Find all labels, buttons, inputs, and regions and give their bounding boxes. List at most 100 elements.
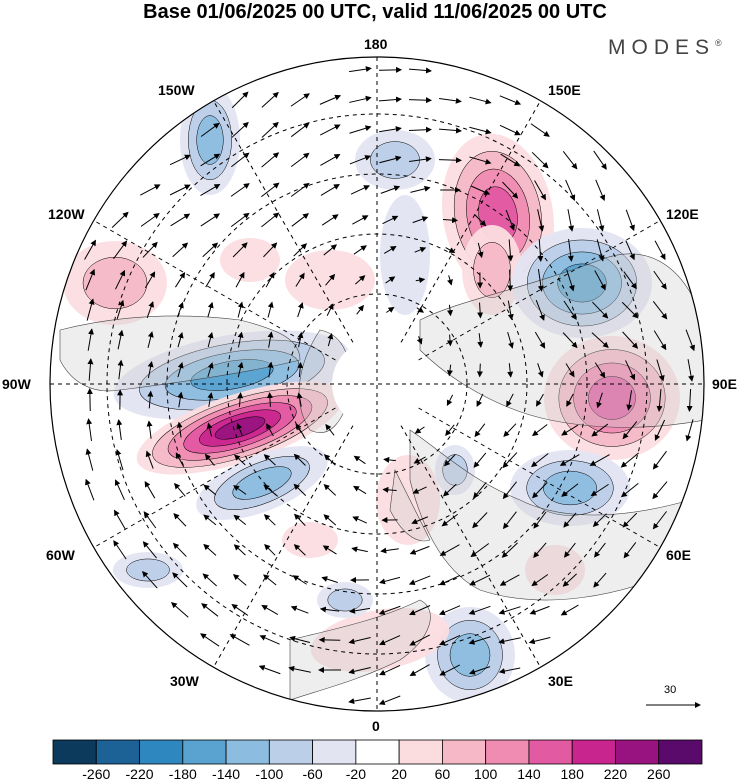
wind-vector xyxy=(295,423,305,437)
wind-vector xyxy=(117,329,124,350)
wind-vector xyxy=(413,456,426,464)
wind-vector xyxy=(652,450,667,470)
colorbar-label: -100 xyxy=(255,766,284,782)
wind-vector xyxy=(409,664,430,676)
wind-vector xyxy=(296,392,303,407)
wind-vector xyxy=(231,603,249,616)
wind-vector xyxy=(379,576,401,585)
wind-vector xyxy=(534,331,546,349)
brand-mark: ® xyxy=(715,38,722,48)
wind-vector xyxy=(408,126,432,133)
wind-vector xyxy=(469,574,491,586)
wind-vector xyxy=(596,392,603,409)
colorbar-label: 260 xyxy=(647,766,671,782)
wind-vector xyxy=(87,358,94,381)
wind-vector xyxy=(685,419,694,442)
wind-vector xyxy=(172,242,189,258)
colorbar-label: 100 xyxy=(473,766,498,782)
wind-vector xyxy=(233,485,247,495)
colorbar-label: 20 xyxy=(391,766,407,782)
wind-vector xyxy=(147,361,154,379)
wind-vector xyxy=(653,330,667,351)
wind-vector xyxy=(146,301,154,319)
lon-label-0: 0 xyxy=(372,718,380,734)
wind-vector xyxy=(442,217,459,224)
wind-vector xyxy=(265,271,275,288)
wind-vector xyxy=(530,453,549,468)
wind-vector xyxy=(290,605,309,614)
wind-vector xyxy=(591,332,609,349)
graticule xyxy=(93,100,661,668)
wind-vector xyxy=(323,483,337,496)
wind-vector xyxy=(502,452,518,469)
wind-vector xyxy=(415,277,426,284)
height-anomaly-field xyxy=(63,85,680,703)
wind-vector xyxy=(207,362,214,378)
wind-vector xyxy=(233,544,246,556)
wind-vector xyxy=(439,574,461,586)
colorbar-swatch xyxy=(658,739,703,765)
wind-vector xyxy=(410,185,431,193)
wind-vector xyxy=(469,156,492,165)
wind-vector xyxy=(293,483,307,496)
wind-vector xyxy=(230,212,250,228)
wind-vector xyxy=(288,665,311,673)
wind-vector xyxy=(293,453,306,466)
wind-vector xyxy=(349,125,372,134)
wind-vector xyxy=(140,213,160,227)
lon-label-180: 180 xyxy=(364,36,388,52)
wind-vector xyxy=(84,239,96,260)
wind-vector xyxy=(231,152,250,168)
wind-vector xyxy=(442,483,457,497)
wind-vector xyxy=(352,516,367,524)
wind-vector xyxy=(438,157,462,164)
lon-label-30e: 30E xyxy=(548,673,573,689)
wind-vector xyxy=(326,303,334,317)
wind-vector xyxy=(502,181,519,199)
wind-vector xyxy=(207,301,214,318)
wind-vector xyxy=(447,304,454,317)
negative-anomaly-3 xyxy=(512,228,652,338)
wind-vector xyxy=(232,242,248,258)
wind-vector xyxy=(536,393,544,407)
wind-vector xyxy=(290,182,310,197)
wind-vector xyxy=(537,238,544,262)
wind-vector xyxy=(472,512,488,529)
wind-vector xyxy=(202,573,218,587)
wind-vector xyxy=(323,454,336,466)
wind-vector xyxy=(356,304,364,315)
wind-vector xyxy=(202,242,219,258)
wind-vector xyxy=(652,481,668,500)
wind-vector xyxy=(687,359,695,382)
wind-vector xyxy=(144,271,156,289)
wind-vector xyxy=(501,542,518,558)
wind-vector xyxy=(169,184,191,196)
wind-vector xyxy=(297,361,304,378)
wind-vector xyxy=(147,390,154,409)
wind-vector xyxy=(439,664,461,676)
wind-vector xyxy=(115,449,124,471)
wind-vector xyxy=(469,666,491,675)
wind-vector xyxy=(414,246,427,253)
wind-vector xyxy=(200,183,221,196)
wind-vector xyxy=(652,300,668,320)
wind-vector xyxy=(144,480,156,499)
wind-vector xyxy=(203,543,217,556)
wind-vector xyxy=(535,299,545,321)
wind-vector xyxy=(175,271,186,288)
wind-vector xyxy=(595,179,606,202)
wind-vector xyxy=(590,483,609,497)
wind-vector xyxy=(237,331,244,348)
wind-vector xyxy=(237,301,244,318)
colorbar xyxy=(52,739,703,765)
wind-vector xyxy=(234,454,246,466)
wind-vector xyxy=(565,363,575,378)
wind-vector xyxy=(267,331,274,348)
wind-vector xyxy=(355,275,366,285)
colorbar-swatch xyxy=(95,739,140,765)
wind-vector xyxy=(594,362,606,379)
polar-cap xyxy=(332,339,422,429)
wind-vector xyxy=(267,301,274,318)
wind-vector xyxy=(177,331,184,348)
wind-vector xyxy=(297,302,304,318)
